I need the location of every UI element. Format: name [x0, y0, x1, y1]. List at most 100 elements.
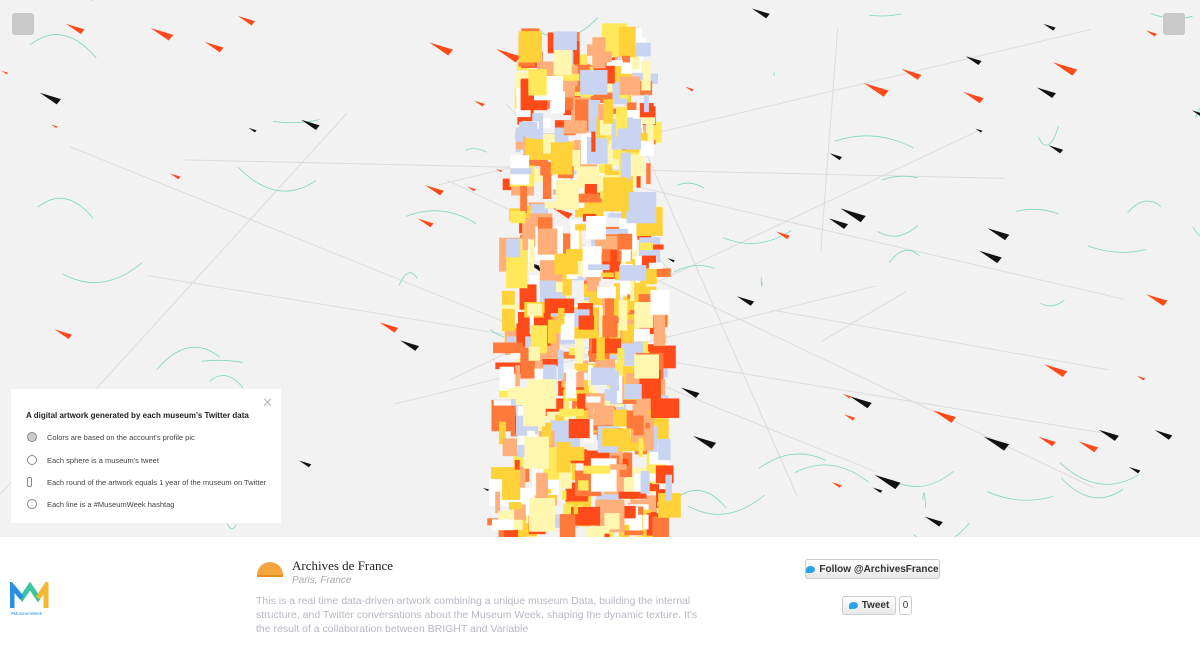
block [544, 298, 575, 314]
block [566, 369, 577, 399]
close-button[interactable]: ✕ [262, 395, 273, 410]
block [644, 94, 649, 113]
shard [850, 396, 872, 409]
block [495, 491, 501, 514]
shuffle-button[interactable] [1163, 13, 1185, 35]
block [646, 163, 651, 185]
block [594, 396, 604, 425]
block [632, 50, 640, 70]
block [604, 513, 620, 530]
panel-item: Each sphere is a museum's tweet [47, 456, 159, 465]
hashtag-line [913, 522, 970, 537]
shard [467, 186, 476, 192]
shard [1036, 87, 1056, 99]
block [578, 480, 589, 491]
block [609, 108, 622, 114]
hashtag-line [758, 453, 826, 469]
artwork [0, 0, 1200, 537]
shard [975, 128, 983, 133]
hashtag-line [201, 359, 243, 363]
shard [1128, 467, 1141, 474]
block [650, 289, 670, 315]
block [641, 60, 651, 91]
shard [1048, 145, 1064, 154]
block [585, 216, 606, 240]
block [520, 186, 528, 214]
shard [1038, 436, 1056, 447]
block [515, 466, 526, 495]
block [516, 323, 526, 347]
block [492, 519, 514, 531]
block [645, 422, 650, 429]
block [645, 121, 654, 142]
block [580, 379, 593, 404]
back-button[interactable] [12, 13, 34, 35]
block [522, 217, 539, 239]
web-line [617, 88, 798, 497]
block [582, 246, 602, 278]
block [541, 422, 552, 446]
shard [204, 41, 224, 53]
block [619, 265, 647, 281]
block [591, 131, 596, 152]
hashtag-line [156, 346, 221, 370]
block [570, 220, 580, 252]
block [580, 69, 608, 95]
shard [979, 250, 1002, 264]
shard [1052, 62, 1078, 76]
block [515, 127, 521, 153]
block [596, 494, 623, 503]
block [587, 264, 610, 271]
block [639, 138, 654, 156]
block [625, 309, 641, 315]
shard [829, 153, 843, 161]
bird-icon [848, 602, 858, 609]
shard [1043, 23, 1056, 31]
follow-label: Follow @ArchivesFrance [819, 563, 939, 575]
shard [425, 185, 444, 196]
block [620, 152, 631, 181]
block [508, 502, 522, 510]
shard [840, 208, 866, 223]
museum-location: Paris, France [292, 575, 352, 586]
shard [496, 49, 521, 63]
block [524, 436, 549, 469]
block [632, 72, 644, 80]
block [500, 304, 520, 309]
block [622, 458, 629, 466]
shard [965, 56, 982, 66]
logo-mark [10, 582, 24, 608]
block [536, 472, 548, 507]
block [608, 213, 626, 218]
block [561, 490, 567, 500]
hashtag-line [834, 135, 914, 149]
hashtag-line [723, 230, 792, 244]
shard [379, 322, 399, 333]
block [586, 136, 608, 164]
shard [54, 329, 73, 340]
hashtag-line [238, 167, 317, 192]
block [619, 76, 641, 95]
block [559, 408, 584, 417]
hashtag-line [1016, 208, 1059, 215]
block [588, 379, 594, 393]
block [568, 347, 578, 356]
block [602, 428, 631, 447]
follow-button[interactable]: Follow @ArchivesFrance [805, 559, 940, 579]
block [574, 336, 584, 366]
hashtag-line [398, 272, 418, 286]
shard [680, 387, 700, 398]
block [510, 405, 518, 437]
block [568, 418, 590, 439]
shard [1145, 30, 1157, 37]
tweet-button[interactable]: Tweet [842, 596, 896, 615]
block [638, 117, 656, 125]
block [563, 125, 569, 152]
block [498, 421, 506, 445]
shard [932, 410, 957, 423]
hashtag-line [877, 225, 919, 237]
block [647, 268, 671, 277]
block [537, 228, 558, 255]
block [555, 179, 579, 210]
web-line [772, 309, 1108, 371]
